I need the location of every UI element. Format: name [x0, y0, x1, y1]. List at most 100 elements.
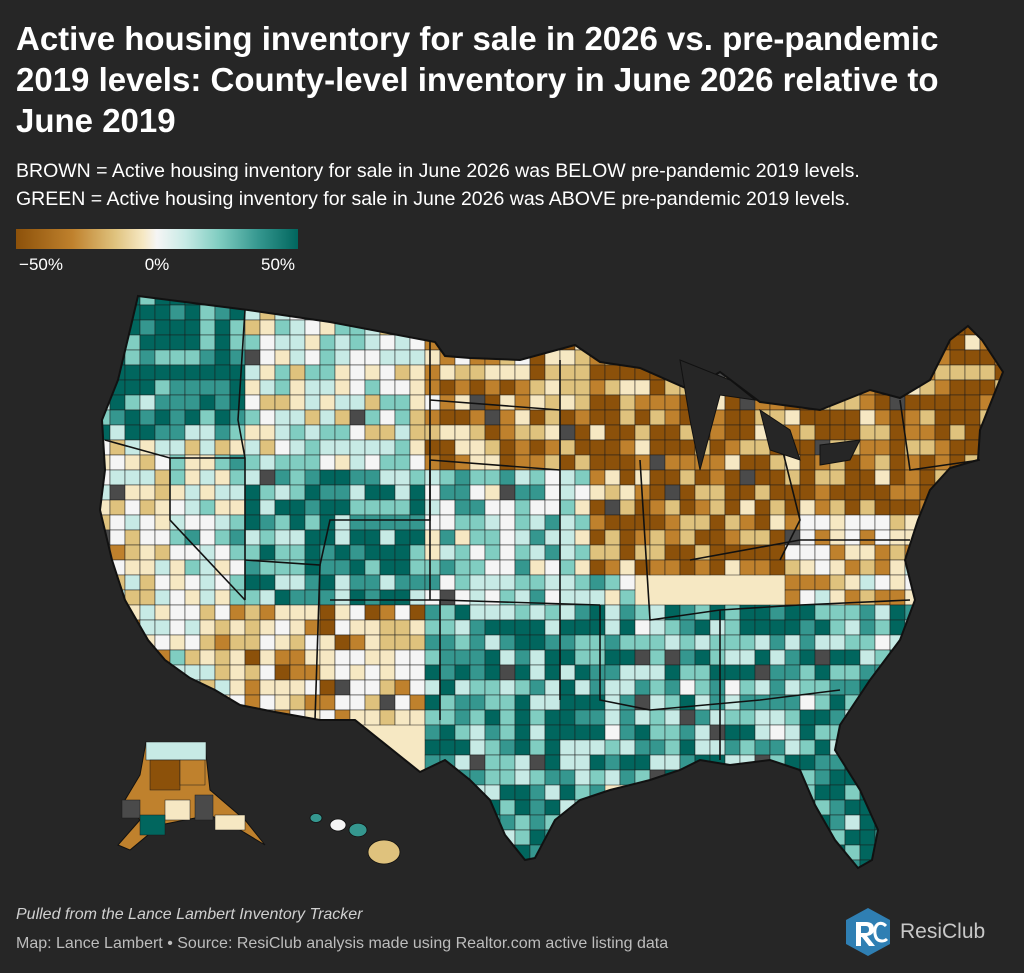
county-cell [139, 544, 156, 561]
county-cell [184, 589, 201, 606]
county-cell [454, 799, 471, 816]
county-cell [574, 664, 591, 681]
county-cell [529, 739, 546, 756]
county-cell [574, 424, 591, 441]
county-cell [784, 589, 801, 606]
county-cell [139, 409, 156, 426]
subtitle-green-line: GREEN = Active housing inventory for sal… [16, 188, 851, 210]
county-cell [100, 304, 111, 321]
county-cell [619, 769, 636, 786]
county-cell [544, 424, 561, 441]
county-cell [169, 319, 186, 336]
county-cell [634, 679, 651, 696]
county-cell [814, 694, 831, 711]
county-cell [469, 664, 486, 681]
county-cell [589, 409, 606, 426]
county-cell [109, 679, 126, 696]
county-cell [664, 514, 681, 531]
county-cell [469, 724, 486, 741]
county-cell [844, 529, 861, 546]
county-cell [544, 769, 561, 786]
county-cell [544, 694, 561, 711]
county-cell [259, 379, 276, 396]
county-cell [259, 619, 276, 636]
county-cell [844, 799, 861, 816]
county-cell [769, 844, 786, 861]
county-cell [100, 296, 111, 306]
county-cell [304, 409, 321, 426]
county-cell [649, 529, 666, 546]
county-cell [439, 424, 456, 441]
county-cell [229, 364, 246, 381]
county-cell [754, 559, 771, 576]
county-cell [949, 439, 966, 456]
county-cell [574, 379, 591, 396]
county-cell [544, 529, 561, 546]
county-cell [589, 814, 606, 831]
county-cell [634, 379, 651, 396]
county-cell [334, 664, 351, 681]
county-cell [619, 754, 636, 771]
county-cell [304, 349, 321, 366]
county-cell [124, 469, 141, 486]
county-cell [604, 514, 621, 531]
county-cell [544, 859, 561, 868]
county-cell [469, 529, 486, 546]
county-cell [274, 499, 291, 516]
county-cell [514, 559, 531, 576]
county-cell [649, 709, 666, 726]
county-cell [289, 334, 306, 351]
county-cell [244, 574, 261, 591]
county-cell [469, 439, 486, 456]
county-cell [874, 424, 891, 441]
county-cell [364, 394, 381, 411]
county-cell [769, 814, 786, 831]
county-cell [169, 604, 186, 621]
county-cell [394, 514, 411, 531]
county-cell [214, 559, 231, 576]
county-cell [169, 409, 186, 426]
county-cell [409, 304, 426, 321]
county-cell [604, 574, 621, 591]
county-cell [724, 424, 741, 441]
county-cell [484, 604, 501, 621]
county-cell [214, 334, 231, 351]
county-cell [544, 409, 561, 426]
county-cell [454, 814, 471, 831]
county-cell [814, 844, 831, 861]
county-cell [154, 364, 171, 381]
county-cell [739, 739, 756, 756]
county-cell [424, 364, 441, 381]
county-cell [844, 499, 861, 516]
county-cell [409, 484, 426, 501]
county-cell [529, 694, 546, 711]
county-cell [289, 439, 306, 456]
county-cell [139, 679, 156, 696]
county-cell [169, 529, 186, 546]
county-cell [709, 769, 726, 786]
county-cell [139, 469, 156, 486]
county-cell [664, 634, 681, 651]
county-cell [229, 469, 246, 486]
county-cell [694, 514, 711, 531]
county-cell [484, 349, 501, 366]
county-cell [994, 409, 1003, 426]
county-cell [574, 679, 591, 696]
county-cells [100, 296, 1003, 868]
county-cell [529, 769, 546, 786]
county-cell [574, 829, 591, 846]
county-cell [589, 394, 606, 411]
county-cell [769, 514, 786, 531]
county-cell [754, 484, 771, 501]
county-cell [889, 709, 906, 726]
county-cell [514, 859, 531, 868]
county-cell [139, 514, 156, 531]
source-note: Pulled from the Lance Lambert Inventory … [16, 906, 363, 923]
county-cell [544, 739, 561, 756]
county-cell [829, 409, 846, 426]
county-cell [979, 319, 996, 336]
county-cell [244, 589, 261, 606]
county-cell [424, 394, 441, 411]
county-cell [214, 394, 231, 411]
county-cell [289, 319, 306, 336]
